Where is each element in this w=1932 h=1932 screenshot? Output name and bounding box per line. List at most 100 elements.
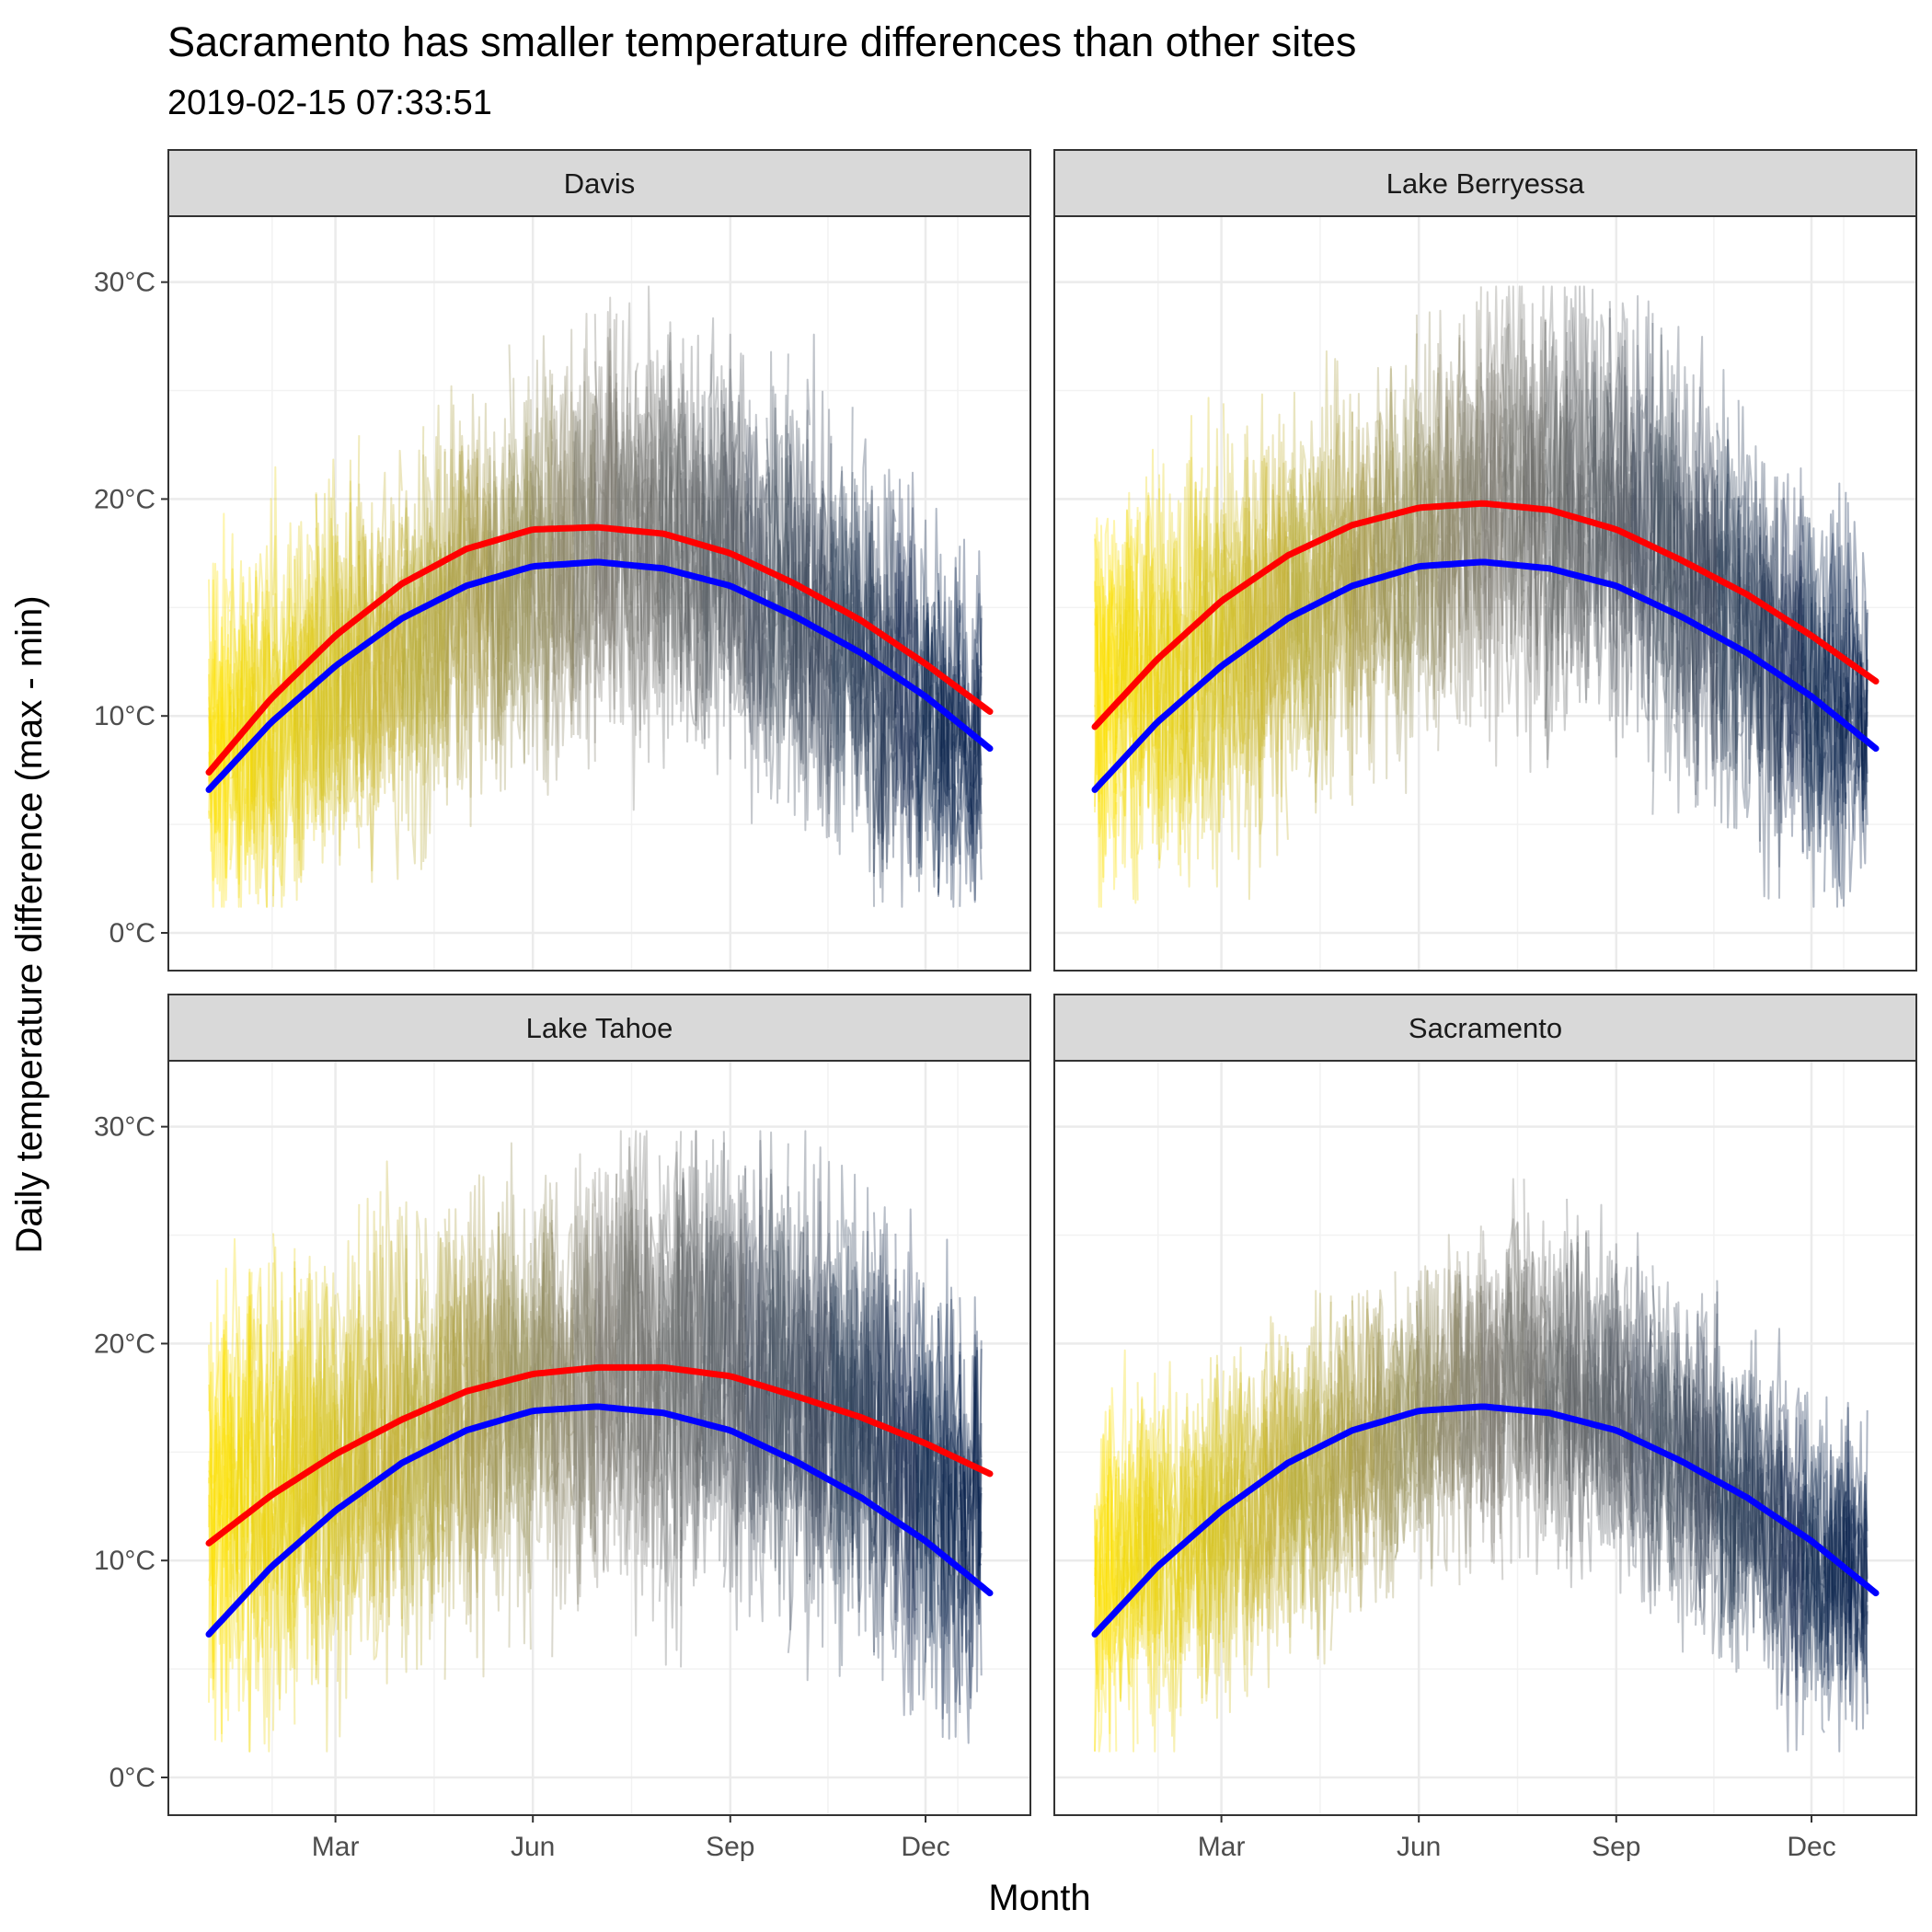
raw-trace — [336, 1293, 361, 1656]
raw-trace — [1136, 1430, 1160, 1650]
raw-trace — [1523, 318, 1547, 774]
raw-trace — [894, 1336, 918, 1711]
raw-trace — [1673, 1376, 1697, 1580]
raw-trace — [593, 1173, 618, 1516]
raw-trace — [250, 553, 274, 860]
raw-trace — [1222, 501, 1247, 769]
raw-trace — [551, 1309, 575, 1484]
raw-trace — [1222, 433, 1247, 775]
raw-trace — [1201, 1401, 1225, 1699]
panel-sacramento: Sacramento Mar Jun Sep Dec — [1053, 994, 1917, 1862]
raw-trace — [1716, 1397, 1740, 1669]
raw-trace — [1244, 555, 1268, 901]
raw-trace — [1544, 366, 1569, 576]
raw-trace — [1222, 534, 1247, 717]
raw-trace — [1415, 426, 1440, 653]
raw-trace — [830, 407, 854, 760]
raw-trace — [465, 1278, 489, 1559]
raw-trace — [1759, 1440, 1783, 1710]
raw-trace — [593, 388, 618, 671]
raw-trace — [1415, 1265, 1440, 1570]
raw-trace — [336, 1255, 361, 1616]
raw-trace — [1651, 350, 1675, 774]
raw-trace — [551, 1348, 575, 1569]
raw-trace — [250, 563, 274, 833]
raw-trace — [358, 535, 382, 828]
raw-trace — [315, 1318, 339, 1636]
raw-trace — [1458, 1275, 1482, 1476]
panel-border — [1053, 215, 1917, 972]
raw-trace — [1501, 285, 1525, 705]
raw-trace — [1265, 1374, 1289, 1630]
raw-trace — [658, 1140, 683, 1606]
raw-trace — [894, 535, 918, 858]
raw-trace — [1780, 467, 1804, 831]
x-tick-label: Jun — [1397, 1832, 1441, 1862]
raw-trace — [615, 431, 639, 811]
raw-trace — [1695, 1368, 1719, 1655]
raw-trace — [851, 505, 875, 776]
raw-trace — [787, 1269, 811, 1631]
raw-trace — [272, 1271, 296, 1633]
raw-trace — [1501, 285, 1525, 645]
raw-trace — [680, 345, 704, 742]
raw-trace — [1759, 507, 1783, 842]
chart-title: Sacramento has smaller temperature diffe… — [167, 18, 1357, 65]
raw-trace — [1244, 1407, 1268, 1619]
raw-trace — [1179, 1393, 1203, 1617]
raw-trace — [851, 1296, 875, 1578]
raw-trace — [229, 576, 253, 814]
raw-trace — [1265, 445, 1289, 703]
raw-trace — [1695, 431, 1719, 707]
raw-trace — [487, 1233, 511, 1558]
raw-trace — [1802, 606, 1825, 816]
raw-trace — [787, 415, 811, 776]
raw-trace — [1244, 497, 1268, 828]
raw-trace — [208, 639, 232, 879]
raw-trace — [1544, 437, 1569, 731]
raw-trace — [1286, 1347, 1311, 1610]
raw-trace — [894, 650, 918, 908]
raw-trace — [1115, 1447, 1139, 1699]
raw-trace — [1566, 285, 1590, 701]
raw-trace — [1759, 503, 1783, 810]
raw-trace — [593, 1174, 618, 1461]
raw-trace — [1158, 1472, 1182, 1626]
raw-trace — [1394, 1384, 1418, 1545]
raw-trace — [1716, 451, 1740, 829]
raw-trace — [400, 1279, 425, 1636]
raw-trace — [1479, 1326, 1504, 1506]
raw-trace — [529, 385, 554, 667]
raw-trace — [744, 413, 768, 733]
raw-trace — [894, 1347, 918, 1658]
raw-trace — [1759, 554, 1783, 781]
raw-trace — [787, 1246, 811, 1507]
raw-trace — [1673, 1360, 1697, 1616]
raw-trace — [1587, 396, 1611, 721]
raw-trace — [336, 1333, 361, 1632]
raw-trace — [1651, 1400, 1675, 1542]
raw-trace — [1630, 451, 1654, 704]
raw-trace — [1523, 393, 1547, 646]
raw-trace — [229, 1237, 253, 1662]
raw-trace — [637, 1135, 661, 1568]
raw-trace — [1587, 314, 1611, 607]
raw-trace — [1115, 547, 1139, 865]
raw-trace — [765, 1131, 789, 1511]
raw-trace — [830, 1226, 854, 1667]
raw-trace — [722, 457, 747, 714]
raw-trace — [1737, 1376, 1761, 1596]
raw-trace — [1823, 1470, 1847, 1663]
raw-trace — [529, 515, 554, 796]
raw-trace — [1373, 1367, 1397, 1599]
raw-trace — [400, 560, 425, 822]
raw-trace — [1630, 1356, 1654, 1603]
raw-trace — [637, 1328, 661, 1517]
raw-trace — [1823, 1487, 1847, 1690]
raw-trace — [1845, 1401, 1869, 1635]
raw-trace — [1737, 497, 1761, 734]
raw-trace — [1286, 469, 1311, 681]
raw-trace — [959, 1359, 983, 1699]
raw-trace — [658, 1165, 683, 1469]
raw-trace — [894, 471, 918, 719]
